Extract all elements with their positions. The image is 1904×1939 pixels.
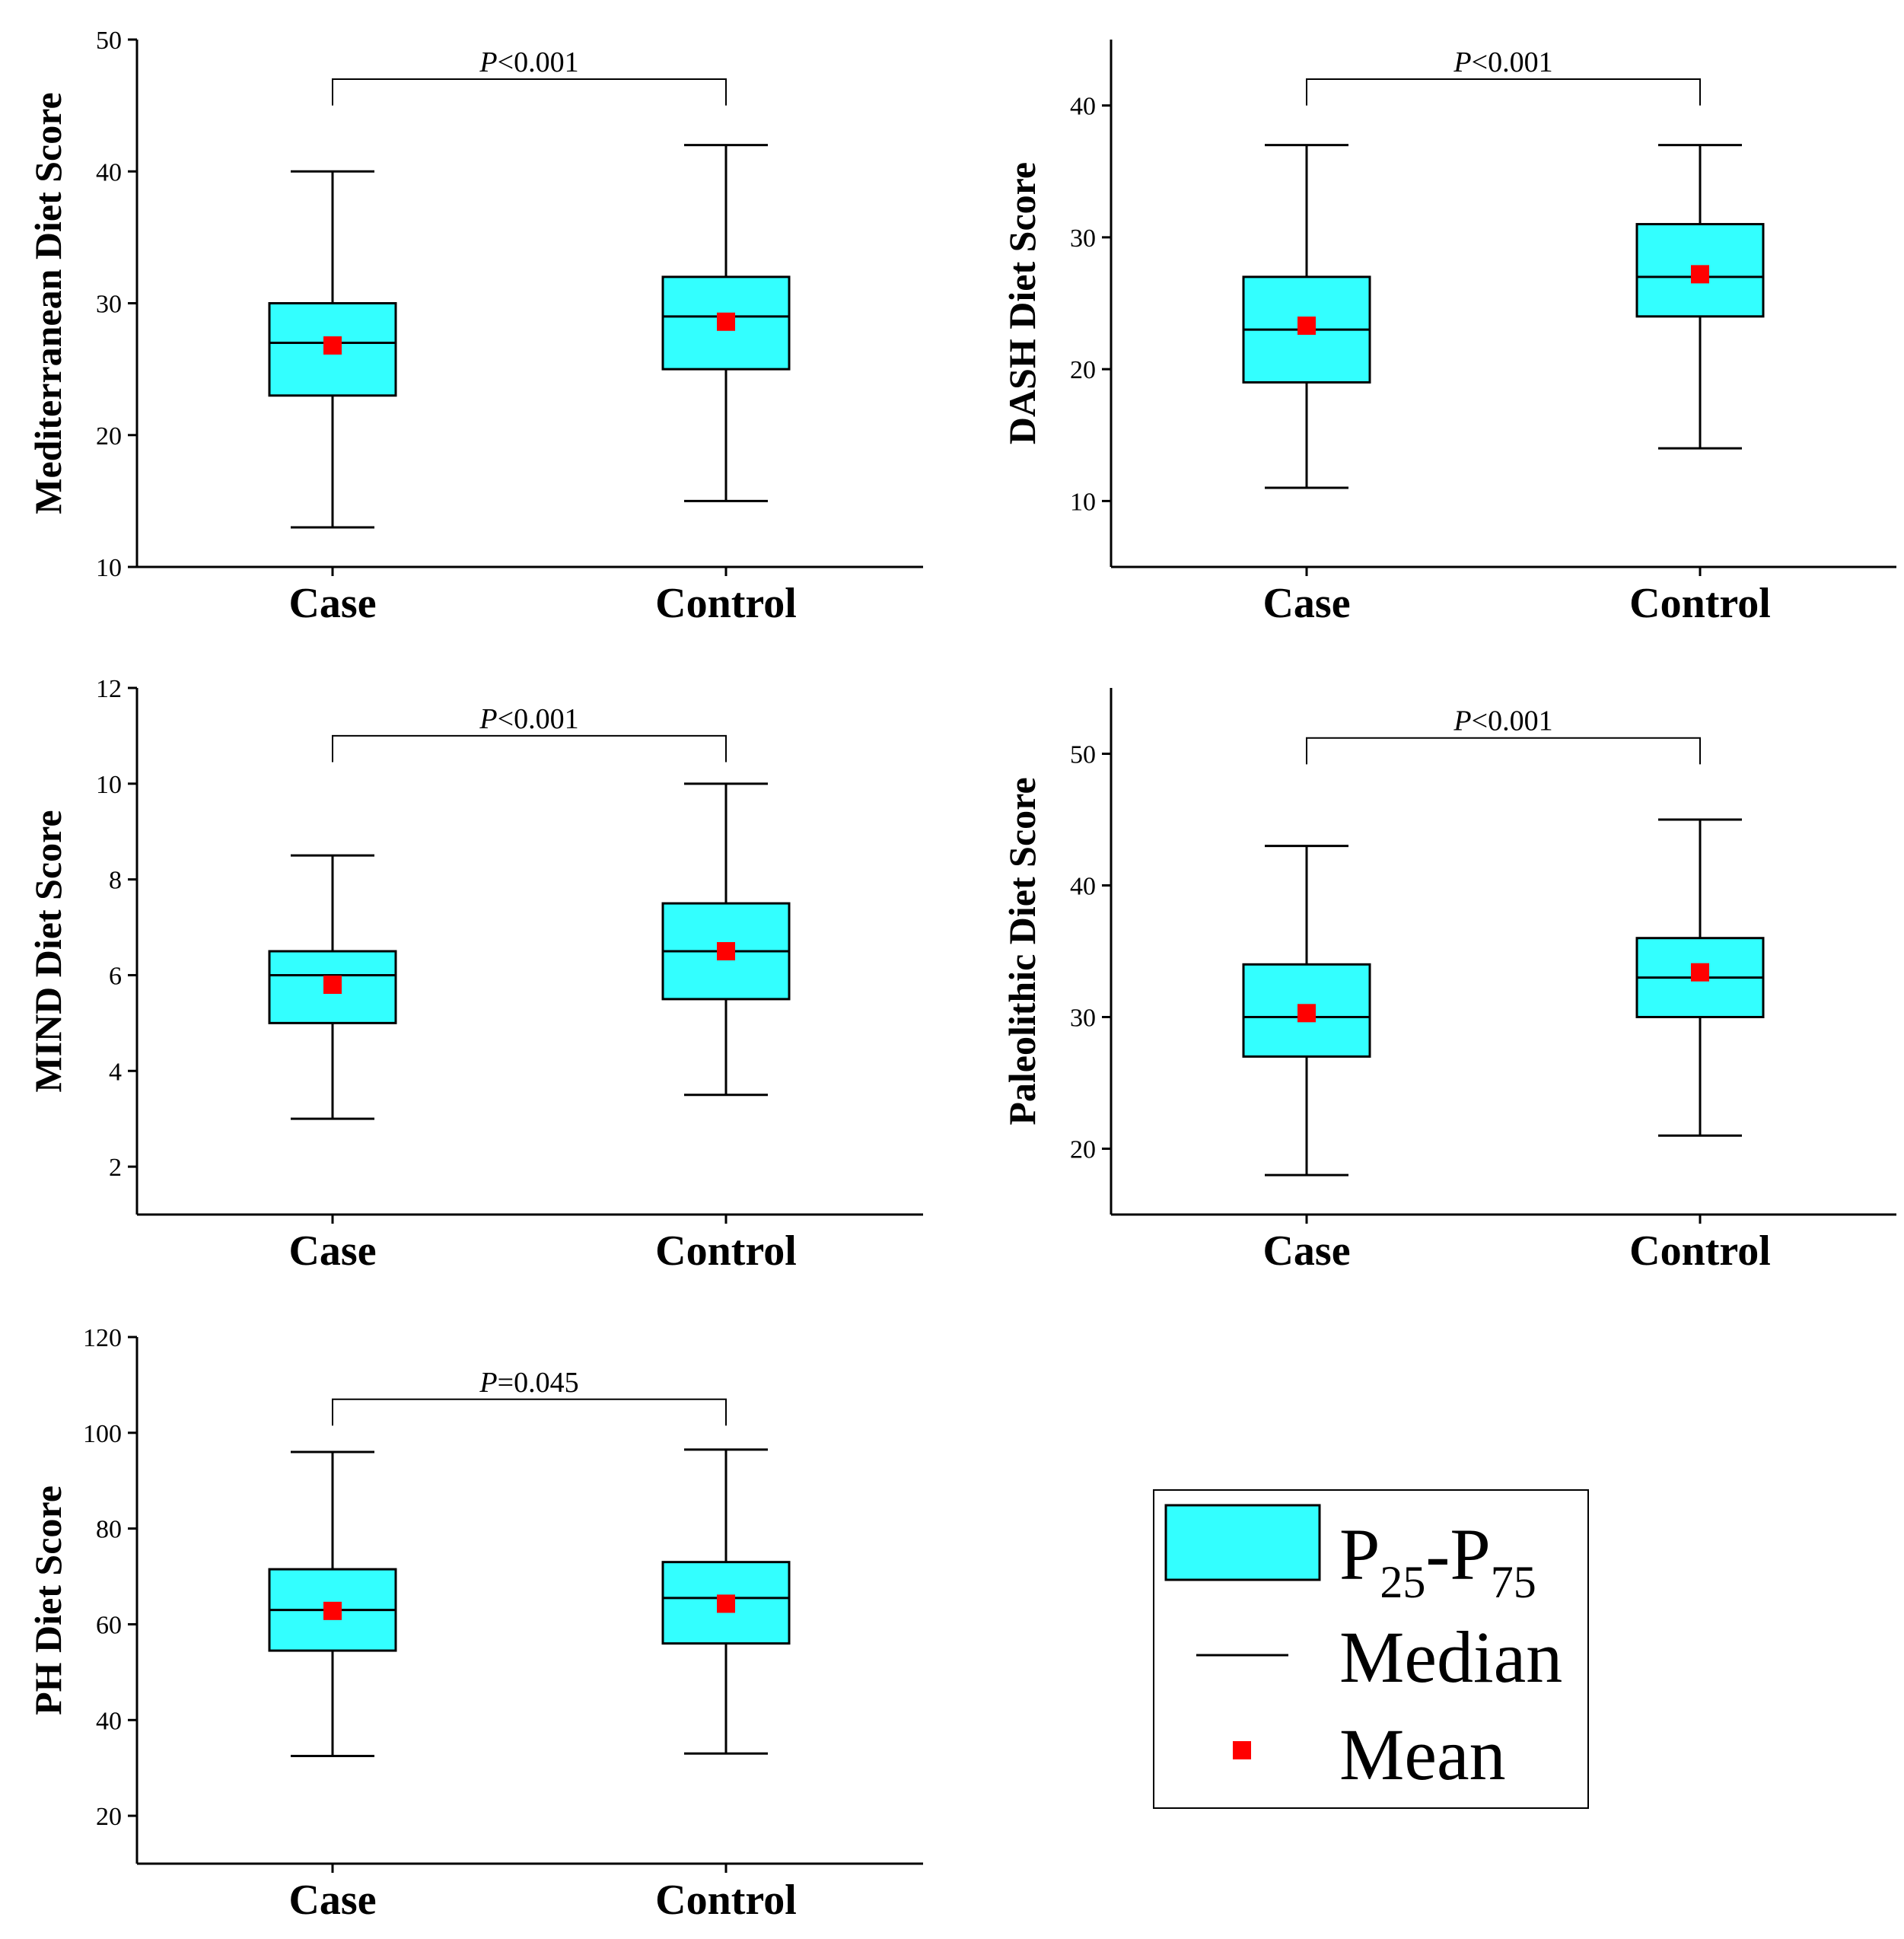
chart-panel-3: 2 4 6 8 10 12 MIND Diet Score Case Control P<0.00…: [27, 675, 923, 1275]
p-value-label: P<0.001: [479, 46, 578, 78]
legend-box-swatch: [1164, 1504, 1321, 1581]
p-value-number: <0.001: [1472, 46, 1553, 78]
chart-panel-2: 10 20 30 40 DASH Diet Score Case Control P<0.00…: [1001, 40, 1896, 627]
y-axis-label: DASH Diet Score: [1001, 162, 1043, 444]
box-control: [1635, 144, 1765, 450]
p-value-symbol: P: [479, 703, 497, 735]
p-value-number: <0.001: [498, 703, 579, 735]
y-tick-label: 8: [109, 867, 122, 895]
y-axis-label: PH Diet Score: [27, 1485, 69, 1715]
chart-panel-5: 20 40 60 80 100 120 PH Diet Score Case Control P=…: [27, 1324, 923, 1924]
legend-box-label-p: P: [1339, 1514, 1380, 1595]
category-label: Control: [655, 580, 797, 627]
y-tick-label: 10: [1070, 488, 1096, 516]
box-control: [661, 144, 791, 502]
box-control: [661, 1448, 791, 1755]
y-tick-label: 120: [83, 1324, 122, 1352]
category-label: Control: [655, 1877, 797, 1924]
p-value-symbol: P: [479, 1367, 497, 1399]
y-tick-label: 100: [83, 1420, 122, 1448]
mean-marker: [1691, 265, 1709, 284]
y-tick-label: 60: [96, 1611, 122, 1639]
mean-marker: [717, 942, 735, 960]
category-label: Case: [1262, 580, 1350, 627]
y-tick-label: 50: [96, 27, 122, 55]
mean-marker: [323, 976, 342, 995]
y-tick-label: 80: [96, 1516, 122, 1544]
mean-marker: [323, 336, 342, 355]
y-tick-label: 20: [96, 1803, 122, 1831]
category-label: Case: [288, 1877, 376, 1924]
legend-box-label-sub1: 25: [1380, 1557, 1425, 1607]
p-value-number: =0.045: [498, 1367, 579, 1399]
y-tick-label: 20: [96, 422, 122, 451]
box-control: [661, 782, 791, 1097]
legend-median-label: Median: [1339, 1616, 1562, 1698]
p-value-label: P<0.001: [1453, 705, 1552, 737]
y-tick-label: 40: [96, 1707, 122, 1735]
category-label: Case: [1262, 1227, 1350, 1275]
category-label: Case: [288, 580, 376, 627]
y-tick-label: 10: [96, 554, 122, 582]
y-axis-label: MIND Diet Score: [27, 810, 69, 1092]
box-case: [268, 1450, 397, 1757]
y-tick-label: 40: [1070, 93, 1096, 121]
significance-bracket: [332, 78, 727, 106]
y-tick-label: 20: [1070, 1136, 1096, 1164]
significance-bracket: [332, 1398, 727, 1426]
y-tick-label: 30: [96, 291, 122, 319]
legend-box-label-sub2: 75: [1491, 1557, 1536, 1607]
y-tick-label: 4: [109, 1058, 122, 1086]
y-tick-label: 6: [109, 962, 122, 990]
y-tick-label: 10: [96, 771, 122, 799]
y-tick-label: 12: [96, 675, 122, 703]
legend-mean-marker: [1233, 1741, 1251, 1759]
box-control: [1635, 818, 1765, 1137]
legend: P25-P75 Median Mean: [1153, 1489, 1589, 1809]
box-case: [1242, 144, 1371, 489]
p-value-number: <0.001: [1472, 705, 1553, 737]
p-value-symbol: P: [1453, 705, 1471, 737]
significance-bracket: [1306, 737, 1701, 765]
y-tick-label: 30: [1070, 1005, 1096, 1033]
p-value-number: <0.001: [498, 46, 579, 78]
p-value-label: P<0.001: [1453, 46, 1552, 78]
category-label: Case: [288, 1227, 376, 1275]
y-tick-label: 2: [109, 1154, 122, 1182]
significance-bracket: [1306, 78, 1701, 106]
chart-panel-1: 10 20 30 40 50 Mediterranean Diet Score Case Co…: [27, 27, 923, 627]
y-tick-label: 20: [1070, 356, 1096, 384]
p-value-label: P=0.045: [479, 1367, 578, 1399]
box-case: [268, 170, 397, 529]
p-value-label: P<0.001: [479, 703, 578, 735]
significance-bracket: [332, 734, 727, 763]
mean-marker: [1297, 316, 1316, 335]
y-tick-label: 40: [1070, 873, 1096, 901]
p-value-symbol: P: [479, 46, 497, 78]
p-value-symbol: P: [1453, 46, 1471, 78]
mean-marker: [717, 312, 735, 331]
mean-marker: [717, 1594, 735, 1613]
category-label: Control: [655, 1227, 797, 1275]
box-case: [268, 854, 397, 1120]
y-axis-label: Mediterranean Diet Score: [27, 92, 69, 514]
legend-box-label: P25-P75: [1339, 1514, 1536, 1607]
y-axis-label: Paleolithic Diet Score: [1001, 777, 1043, 1125]
category-label: Control: [1629, 1227, 1771, 1275]
chart-panel-4: 20 30 40 50 Paleolithic Diet Score Case Contro…: [1001, 688, 1896, 1275]
y-tick-label: 30: [1070, 224, 1096, 253]
y-tick-label: 50: [1070, 741, 1096, 769]
category-label: Control: [1629, 580, 1771, 627]
chart-panels: 10 20 30 40 50 Mediterranean Diet Score Case Co…: [27, 27, 1896, 1924]
legend-mean-label: Mean: [1339, 1714, 1506, 1795]
legend-box-label-dash: -P: [1425, 1514, 1490, 1595]
box-case: [1242, 845, 1371, 1176]
mean-marker: [1691, 963, 1709, 982]
mean-marker: [323, 1601, 342, 1620]
y-tick-label: 40: [96, 158, 122, 186]
mean-marker: [1297, 1004, 1316, 1023]
